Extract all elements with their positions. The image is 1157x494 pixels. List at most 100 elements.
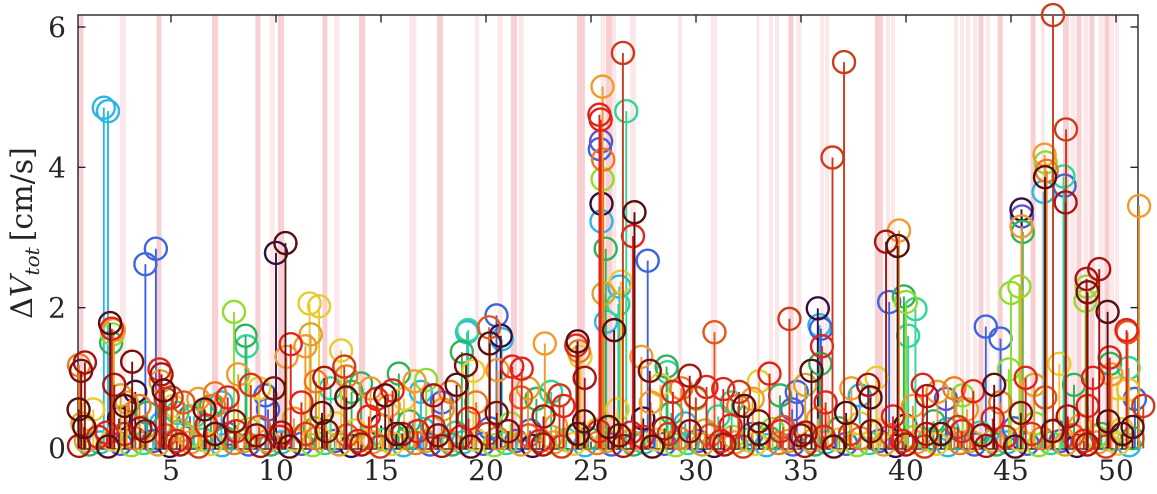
stem-marker (1003, 434, 1028, 459)
stem-marker (880, 404, 906, 429)
highlight-band (756, 15, 760, 449)
highlight-band (1089, 15, 1095, 449)
x-tick-label: 10 (258, 454, 294, 487)
stem-marker (1095, 299, 1120, 325)
stem-marker (167, 432, 193, 457)
y-axis-label: ΔVtot [cm/s] (3, 23, 44, 443)
stem-marker (1114, 317, 1139, 343)
stem-marker (500, 354, 525, 379)
stem-marker (1099, 362, 1124, 387)
stem-marker (306, 294, 332, 319)
stem-marker (784, 379, 809, 405)
highlight-band (768, 15, 773, 449)
stem-marker (747, 421, 772, 447)
stem-marker (652, 416, 677, 441)
stem-marker (856, 372, 881, 398)
highlight-band (334, 15, 340, 449)
stem-marker (596, 414, 621, 440)
stem-marker (102, 372, 127, 398)
stem-marker (456, 406, 481, 431)
stem-marker (449, 339, 475, 365)
highlight-band (78, 15, 84, 449)
stem-marker (95, 434, 121, 459)
stem-marker (799, 358, 824, 384)
stem-marker (805, 296, 830, 321)
x-tick-label: 15 (363, 454, 399, 487)
highlight-band (985, 15, 990, 449)
stem-marker (509, 356, 534, 381)
stem-marker (484, 400, 509, 426)
stem-marker (277, 434, 302, 459)
x-tick-label: 50 (1098, 454, 1134, 487)
stem-marker (629, 344, 654, 369)
stem-marker (757, 361, 782, 386)
stem-marker (133, 418, 158, 444)
stem-marker (477, 331, 502, 356)
stem-marker (373, 383, 398, 408)
stem-marker (485, 357, 510, 383)
stem-marker (429, 433, 455, 459)
stem-marker (893, 289, 919, 315)
stem-marker (112, 393, 138, 419)
stem-marker (298, 322, 323, 347)
stem-marker (712, 432, 737, 457)
stem-marker (1096, 409, 1121, 434)
y-tick-label: 0 (48, 432, 66, 465)
stem-marker (1053, 117, 1079, 142)
highlight-band (1115, 15, 1120, 449)
stem-marker (128, 416, 153, 441)
stem-marker (1131, 393, 1156, 419)
x-tick-label: 40 (888, 454, 924, 487)
stem-marker (1053, 190, 1078, 215)
stem-marker (833, 400, 859, 426)
highlight-band (409, 15, 417, 449)
stem-marker (914, 421, 939, 447)
stem-marker (973, 314, 998, 339)
stem-marker (793, 420, 818, 445)
x-tick-label: 35 (783, 454, 819, 487)
stem-marker (821, 434, 846, 459)
stem-marker (547, 383, 572, 408)
stem-marker (914, 383, 940, 409)
stem-marker (571, 409, 597, 434)
plot-box (77, 14, 1139, 450)
stem-marker (1040, 418, 1065, 444)
stem-marker (221, 299, 247, 325)
stem-marker (413, 367, 439, 393)
stem-marker (974, 433, 999, 459)
stem-marker (1080, 365, 1106, 391)
highlight-band (1070, 15, 1076, 449)
stem-marker (332, 354, 357, 379)
stem-marker (376, 393, 401, 419)
highlight-band (255, 15, 261, 449)
x-tick-label: 20 (468, 454, 504, 487)
stem-marker (740, 386, 765, 412)
stem-marker (461, 358, 486, 384)
highlight-band (711, 15, 718, 449)
stem-marker (793, 372, 818, 398)
stem-marker (312, 365, 337, 391)
stem-marker (942, 376, 967, 401)
stem-marker (614, 98, 639, 124)
highlight-band (1076, 15, 1082, 449)
stem-marker (640, 434, 665, 459)
highlight-band (436, 15, 444, 449)
highlight-band (156, 15, 162, 449)
stem-marker (1120, 414, 1145, 440)
stem-marker (808, 351, 833, 376)
stem-marker (95, 98, 121, 124)
stem-marker (274, 344, 299, 369)
stem-marker (425, 423, 451, 448)
highlight-band (775, 15, 780, 449)
stem-marker (988, 390, 1013, 415)
stem-marker (458, 434, 484, 459)
stem-marker (726, 379, 752, 405)
stem-marker (677, 418, 702, 444)
stem-marker (711, 376, 736, 402)
highlight-band (796, 15, 802, 449)
stem-marker (439, 432, 465, 457)
stem-marker (531, 404, 556, 429)
stem-marker (367, 434, 393, 459)
stem-marker (238, 372, 264, 398)
stem-marker (532, 331, 557, 356)
